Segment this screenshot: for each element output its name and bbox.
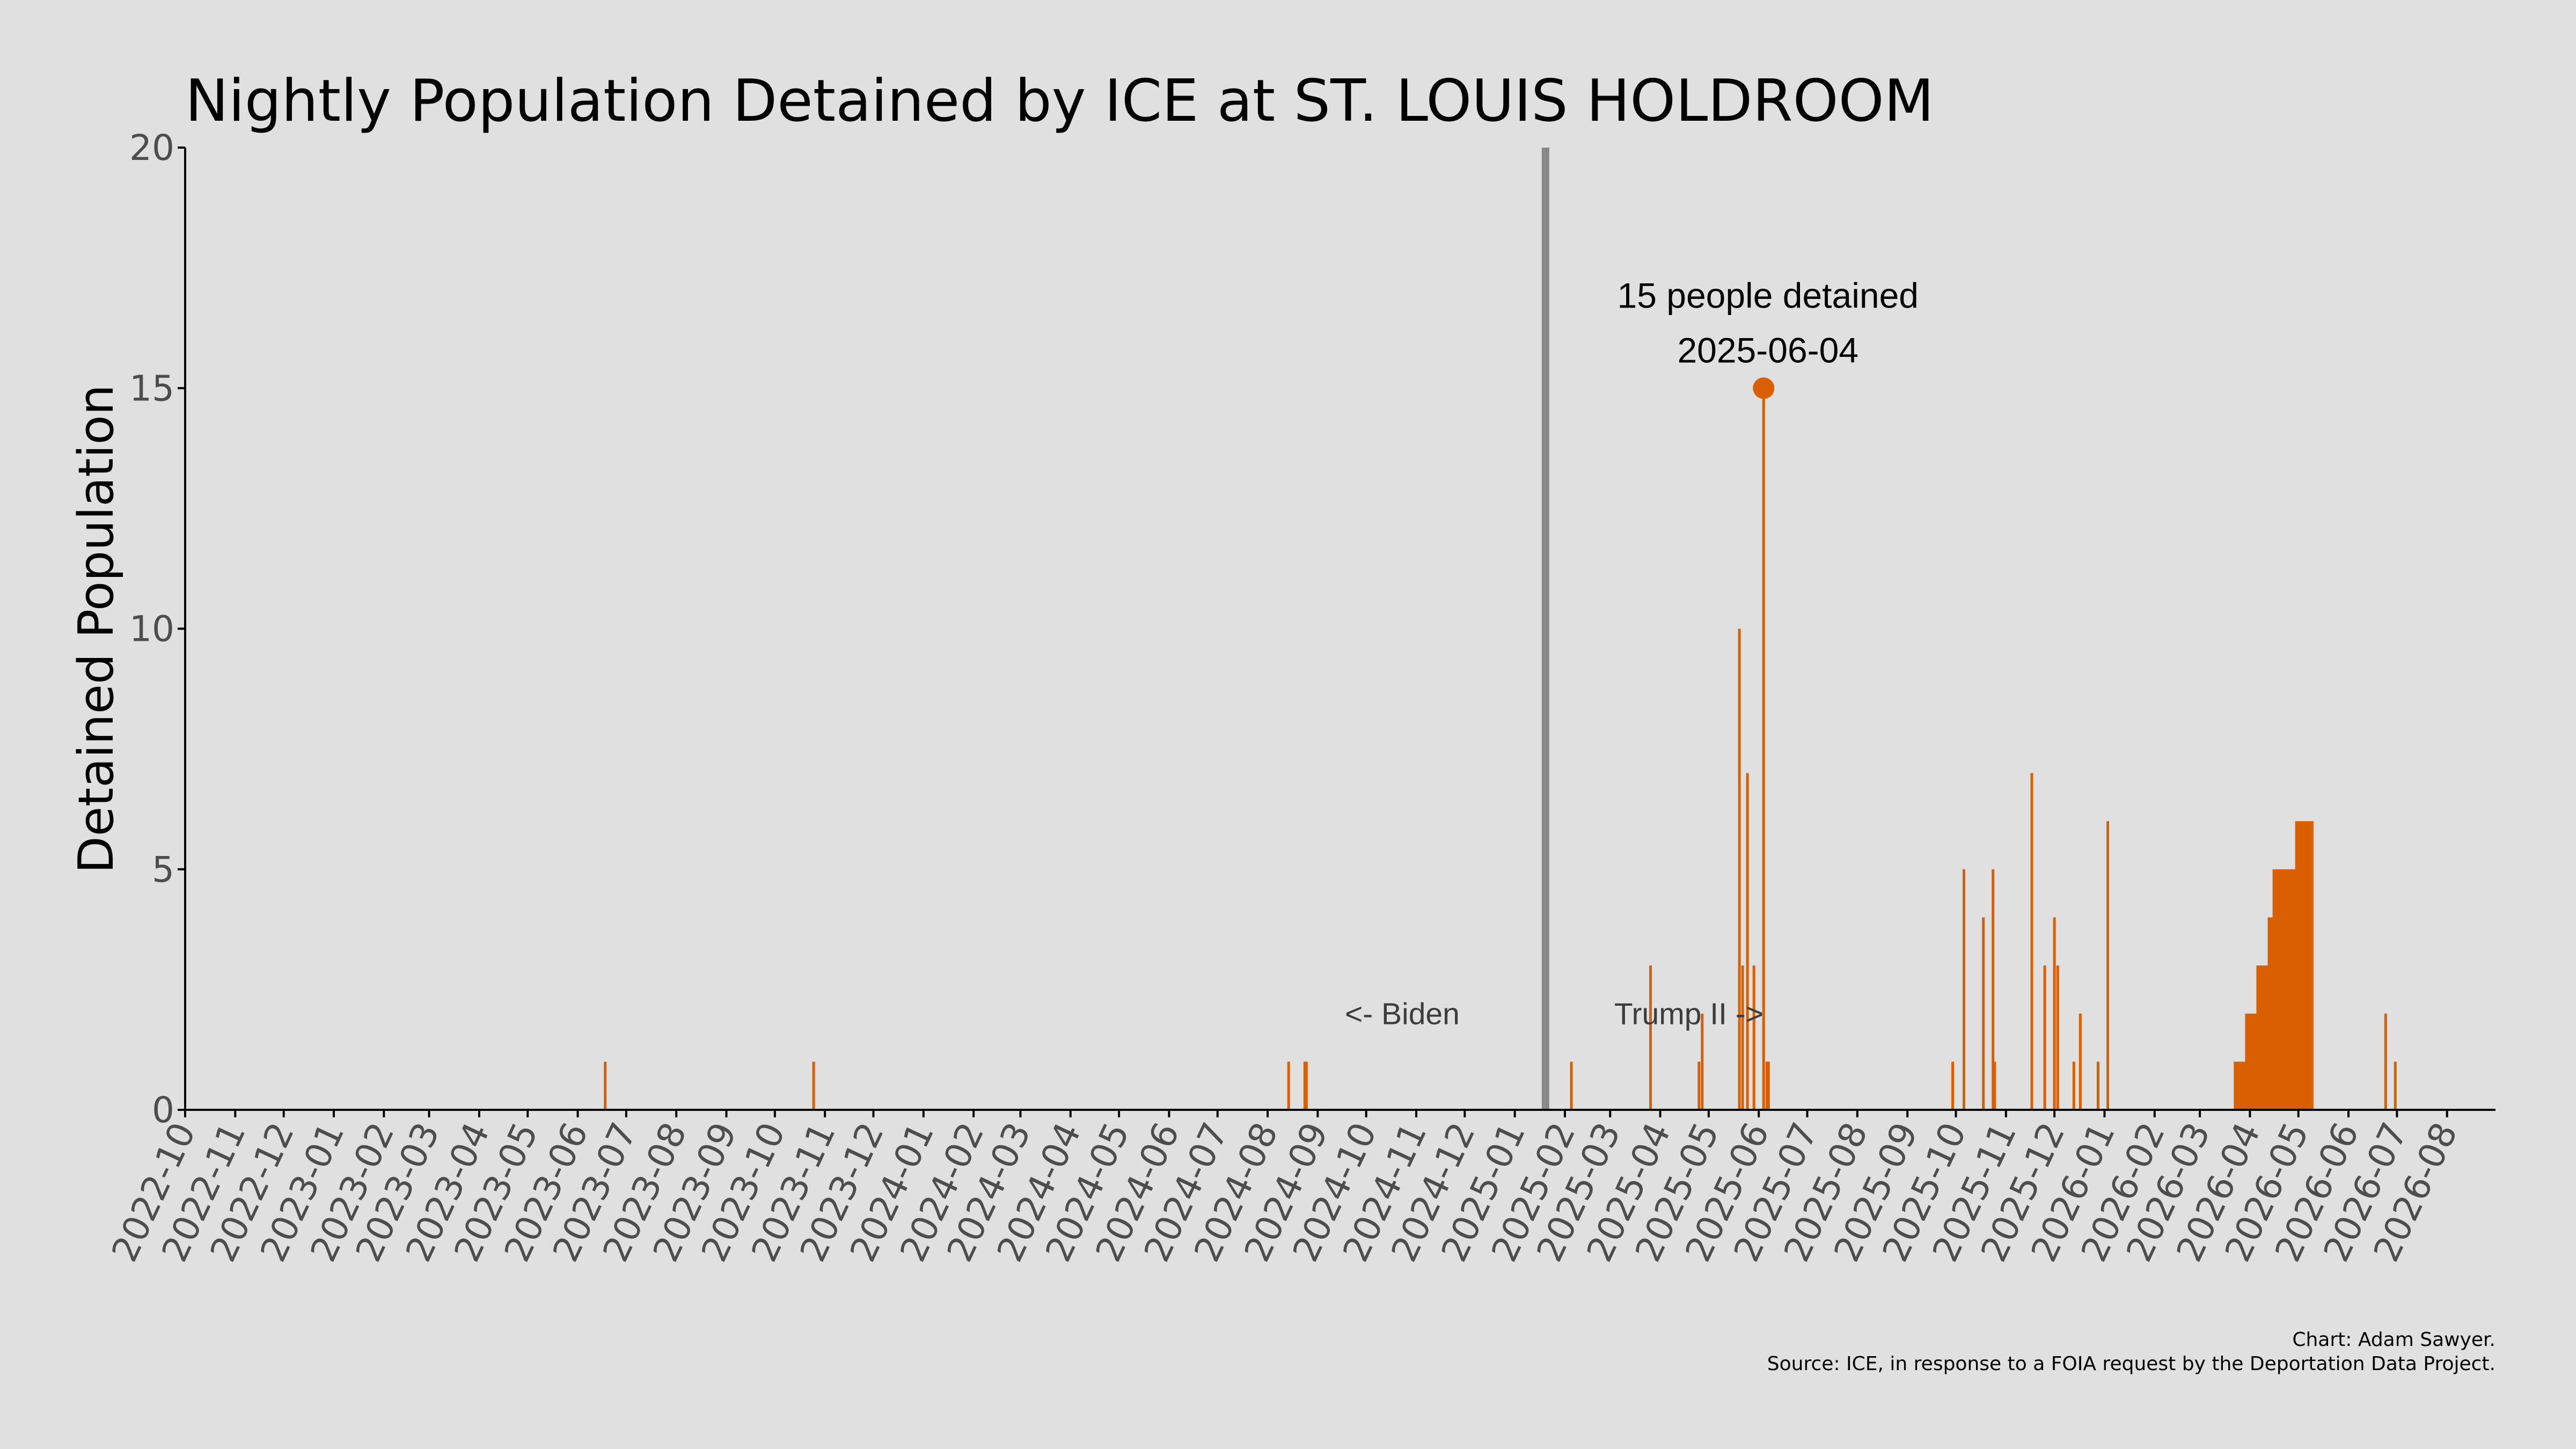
bar (1303, 1062, 1306, 1110)
bar (1741, 965, 1744, 1110)
y-tick-label: 15 (129, 368, 174, 409)
caption-credit: Chart: Adam Sawyer. (2292, 1329, 2496, 1351)
bars-layer (604, 388, 2397, 1110)
bar (2245, 1013, 2257, 1110)
bar (1992, 869, 1995, 1110)
bar (1982, 917, 1985, 1110)
bar (1963, 869, 1965, 1110)
y-axis-label: Detained Population (68, 384, 125, 873)
bar (1697, 1062, 1701, 1110)
bar (1287, 1062, 1290, 1110)
bar (1762, 388, 1765, 1110)
peak-annotation-date: 2025-06-04 (1677, 330, 1858, 370)
bar (604, 1062, 607, 1110)
bar (1767, 1062, 1770, 1110)
bar (1993, 1062, 1996, 1110)
bar (1951, 1062, 1954, 1110)
bar (2106, 821, 2109, 1110)
bar (2272, 869, 2296, 1110)
bar (1570, 1062, 1573, 1110)
bar (2072, 1062, 2075, 1110)
peak-marker (1753, 377, 1775, 399)
bar (2384, 1013, 2387, 1110)
bar (2079, 1013, 2082, 1110)
y-tick-label: 20 (129, 127, 174, 169)
bar (1738, 628, 1741, 1110)
y-tick-label: 0 (152, 1089, 174, 1131)
bar (2096, 1062, 2099, 1110)
bar (2234, 1062, 2246, 1110)
bar (2295, 821, 2314, 1110)
peak-annotation-count: 15 people detained (1617, 275, 1919, 315)
bar (812, 1062, 815, 1110)
y-tick-label: 5 (152, 849, 174, 890)
bar (1701, 1013, 1704, 1110)
bar (1765, 1062, 1768, 1110)
trump-era-label: Trump II -> (1614, 997, 1763, 1031)
chart-title: Nightly Population Detained by ICE at ST… (185, 68, 1934, 135)
bar (1746, 773, 1749, 1110)
bar (2256, 965, 2268, 1110)
bar (2053, 917, 2056, 1110)
bar (1752, 965, 1755, 1110)
bar (2394, 1062, 2397, 1110)
bar (2267, 917, 2273, 1110)
caption-source: Source: ICE, in response to a FOIA reque… (1767, 1353, 2496, 1375)
bar (2056, 965, 2059, 1110)
y-tick-label: 10 (129, 609, 174, 650)
bar (2043, 965, 2046, 1110)
biden-era-label: <- Biden (1345, 997, 1460, 1031)
bar (1305, 1062, 1308, 1110)
bar (1649, 965, 1652, 1110)
bar (2030, 773, 2033, 1110)
annotations-layer: <- Biden Trump II -> 15 people detained 202… (1345, 275, 1919, 1031)
